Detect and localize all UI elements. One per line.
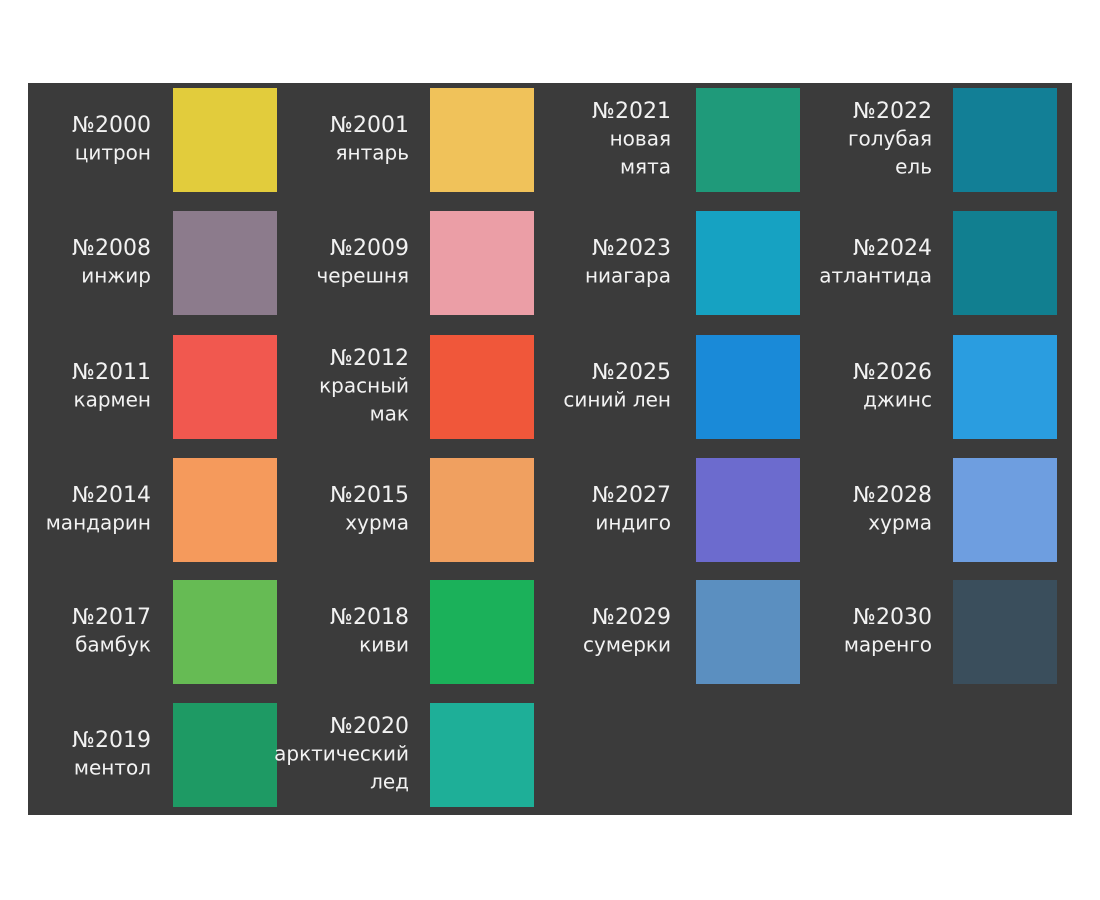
color-name: бамбук — [75, 633, 151, 657]
swatch — [173, 88, 277, 192]
color-number: №2029 — [592, 605, 671, 630]
color-number: №2024 — [853, 236, 932, 261]
color-name: хурма — [345, 511, 409, 535]
color-name: маренго — [844, 633, 932, 657]
color-name: мак — [370, 402, 409, 426]
color-name: кармен — [74, 388, 152, 412]
color-number: №2021 — [592, 99, 671, 124]
color-number: №2000 — [72, 113, 151, 138]
color-number: №2019 — [72, 728, 151, 753]
color-number: №2001 — [330, 113, 409, 138]
swatch — [696, 580, 800, 684]
swatch — [430, 703, 534, 807]
color-name: мандарин — [46, 511, 151, 535]
color-name: джинс — [863, 388, 932, 412]
color-number: №2026 — [853, 360, 932, 385]
color-name: черешня — [316, 264, 409, 288]
color-number: №2022 — [853, 99, 932, 124]
color-name: ель — [895, 155, 932, 179]
color-name: мята — [620, 155, 671, 179]
swatch — [173, 335, 277, 439]
swatch — [173, 703, 277, 807]
color-number: №2009 — [330, 236, 409, 261]
color-number: №2017 — [72, 605, 151, 630]
color-name: новая — [610, 127, 671, 151]
swatch — [430, 88, 534, 192]
color-number: №2028 — [853, 483, 932, 508]
color-number: №2023 — [592, 236, 671, 261]
color-number: №2011 — [72, 360, 151, 385]
swatch — [173, 458, 277, 562]
swatch — [953, 458, 1057, 562]
color-name: синий лен — [563, 388, 671, 412]
color-name: хурма — [868, 511, 932, 535]
color-name: киви — [359, 633, 409, 657]
color-number: №2012 — [330, 346, 409, 371]
swatch — [696, 335, 800, 439]
color-number: №2018 — [330, 605, 409, 630]
color-name: сумерки — [583, 633, 671, 657]
swatch — [953, 335, 1057, 439]
color-name: арктический — [274, 742, 409, 766]
color-number: №2020 — [330, 714, 409, 739]
color-name: голубая — [848, 127, 932, 151]
swatch — [430, 458, 534, 562]
color-name: цитрон — [75, 141, 151, 165]
color-name: лед — [370, 770, 409, 794]
color-number: №2027 — [592, 483, 671, 508]
swatch — [953, 580, 1057, 684]
color-name: ниагара — [585, 264, 671, 288]
swatch — [173, 211, 277, 315]
color-number: №2030 — [853, 605, 932, 630]
color-name: атлантида — [819, 264, 932, 288]
swatch — [430, 211, 534, 315]
color-number: №2015 — [330, 483, 409, 508]
swatch — [953, 88, 1057, 192]
panel — [28, 83, 1072, 815]
color-name: ментол — [74, 756, 151, 780]
color-name: красный — [319, 374, 409, 398]
swatch — [696, 211, 800, 315]
swatch — [696, 458, 800, 562]
color-name: янтарь — [336, 141, 410, 165]
swatch — [430, 335, 534, 439]
swatch — [696, 88, 800, 192]
swatch — [953, 211, 1057, 315]
color-name: инжир — [81, 264, 151, 288]
swatch — [173, 580, 277, 684]
swatch — [430, 580, 534, 684]
color-number: №2014 — [72, 483, 151, 508]
color-name: индиго — [595, 511, 671, 535]
color-number: №2008 — [72, 236, 151, 261]
color-number: №2025 — [592, 360, 671, 385]
